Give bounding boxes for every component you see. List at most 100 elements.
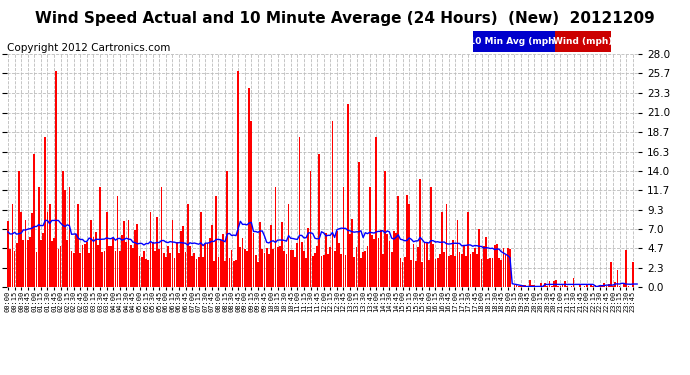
Bar	[255, 255, 257, 287]
Bar	[312, 256, 313, 287]
Bar	[329, 247, 331, 287]
Bar	[461, 255, 463, 287]
Bar	[169, 253, 171, 287]
Bar	[68, 187, 70, 287]
Bar	[325, 232, 327, 287]
Bar	[277, 248, 279, 287]
Bar	[502, 248, 504, 287]
Bar	[165, 256, 167, 287]
Bar	[23, 240, 24, 287]
Bar	[619, 286, 620, 287]
Bar	[321, 256, 322, 287]
Bar	[551, 286, 553, 287]
Bar	[7, 220, 9, 287]
Bar	[246, 251, 248, 287]
Bar	[386, 234, 388, 287]
Bar	[244, 249, 246, 287]
Bar	[279, 246, 281, 287]
Bar	[377, 238, 380, 287]
Bar	[301, 242, 303, 287]
Bar	[513, 285, 515, 287]
Bar	[603, 283, 605, 287]
Bar	[143, 252, 145, 287]
Bar	[483, 246, 484, 287]
Bar	[478, 229, 480, 287]
Bar	[108, 246, 110, 287]
Bar	[349, 234, 351, 287]
Bar	[303, 251, 305, 287]
Bar	[610, 262, 612, 287]
Bar	[371, 235, 373, 287]
Bar	[338, 243, 340, 287]
Bar	[237, 71, 239, 287]
Bar	[145, 260, 147, 287]
Bar	[424, 243, 426, 287]
Bar	[233, 261, 235, 287]
Bar	[290, 249, 292, 287]
Bar	[553, 281, 555, 287]
Bar	[159, 249, 160, 287]
Bar	[498, 258, 500, 287]
Bar	[44, 137, 46, 287]
Bar	[266, 248, 268, 287]
Bar	[193, 254, 195, 287]
Bar	[485, 237, 486, 287]
Bar	[88, 253, 90, 287]
Bar	[92, 237, 95, 287]
Bar	[388, 242, 391, 287]
Bar	[413, 244, 415, 287]
Bar	[558, 286, 559, 287]
Bar	[500, 260, 502, 287]
Bar	[546, 286, 548, 287]
Bar	[334, 251, 335, 287]
Bar	[79, 254, 81, 287]
Bar	[53, 238, 55, 287]
Bar	[505, 255, 506, 287]
Bar	[566, 286, 568, 287]
Bar	[426, 242, 428, 287]
Bar	[360, 258, 362, 287]
Bar	[77, 204, 79, 287]
Bar	[470, 254, 471, 287]
Bar	[226, 171, 228, 287]
Bar	[400, 258, 402, 287]
Bar	[239, 248, 241, 287]
Bar	[248, 88, 250, 287]
Bar	[476, 254, 478, 287]
Bar	[522, 285, 524, 287]
Bar	[450, 255, 452, 287]
Bar	[380, 230, 382, 287]
Bar	[606, 286, 607, 287]
Bar	[40, 240, 42, 287]
Bar	[375, 137, 377, 287]
Bar	[318, 154, 320, 287]
Bar	[366, 246, 368, 287]
Bar	[452, 240, 454, 287]
Bar	[281, 222, 283, 287]
Bar	[20, 212, 22, 287]
Bar	[402, 262, 404, 287]
Bar	[112, 238, 114, 287]
Bar	[124, 221, 125, 287]
Bar	[544, 283, 546, 287]
Bar	[73, 254, 75, 287]
Bar	[531, 285, 533, 287]
Bar	[215, 195, 217, 287]
Bar	[358, 162, 359, 287]
Bar	[62, 171, 63, 287]
Bar	[428, 260, 430, 287]
Bar	[384, 171, 386, 287]
Text: Wind Speed Actual and 10 Minute Average (24 Hours)  (New)  20121209: Wind Speed Actual and 10 Minute Average …	[35, 11, 655, 26]
Bar	[446, 204, 447, 287]
Bar	[275, 187, 276, 287]
Bar	[408, 204, 410, 287]
Bar	[206, 243, 208, 287]
Bar	[524, 285, 526, 287]
Bar	[601, 286, 603, 287]
Bar	[297, 243, 298, 287]
Bar	[198, 256, 199, 287]
Bar	[104, 251, 106, 287]
Bar	[259, 222, 261, 287]
Bar	[156, 217, 158, 287]
Bar	[135, 230, 136, 287]
